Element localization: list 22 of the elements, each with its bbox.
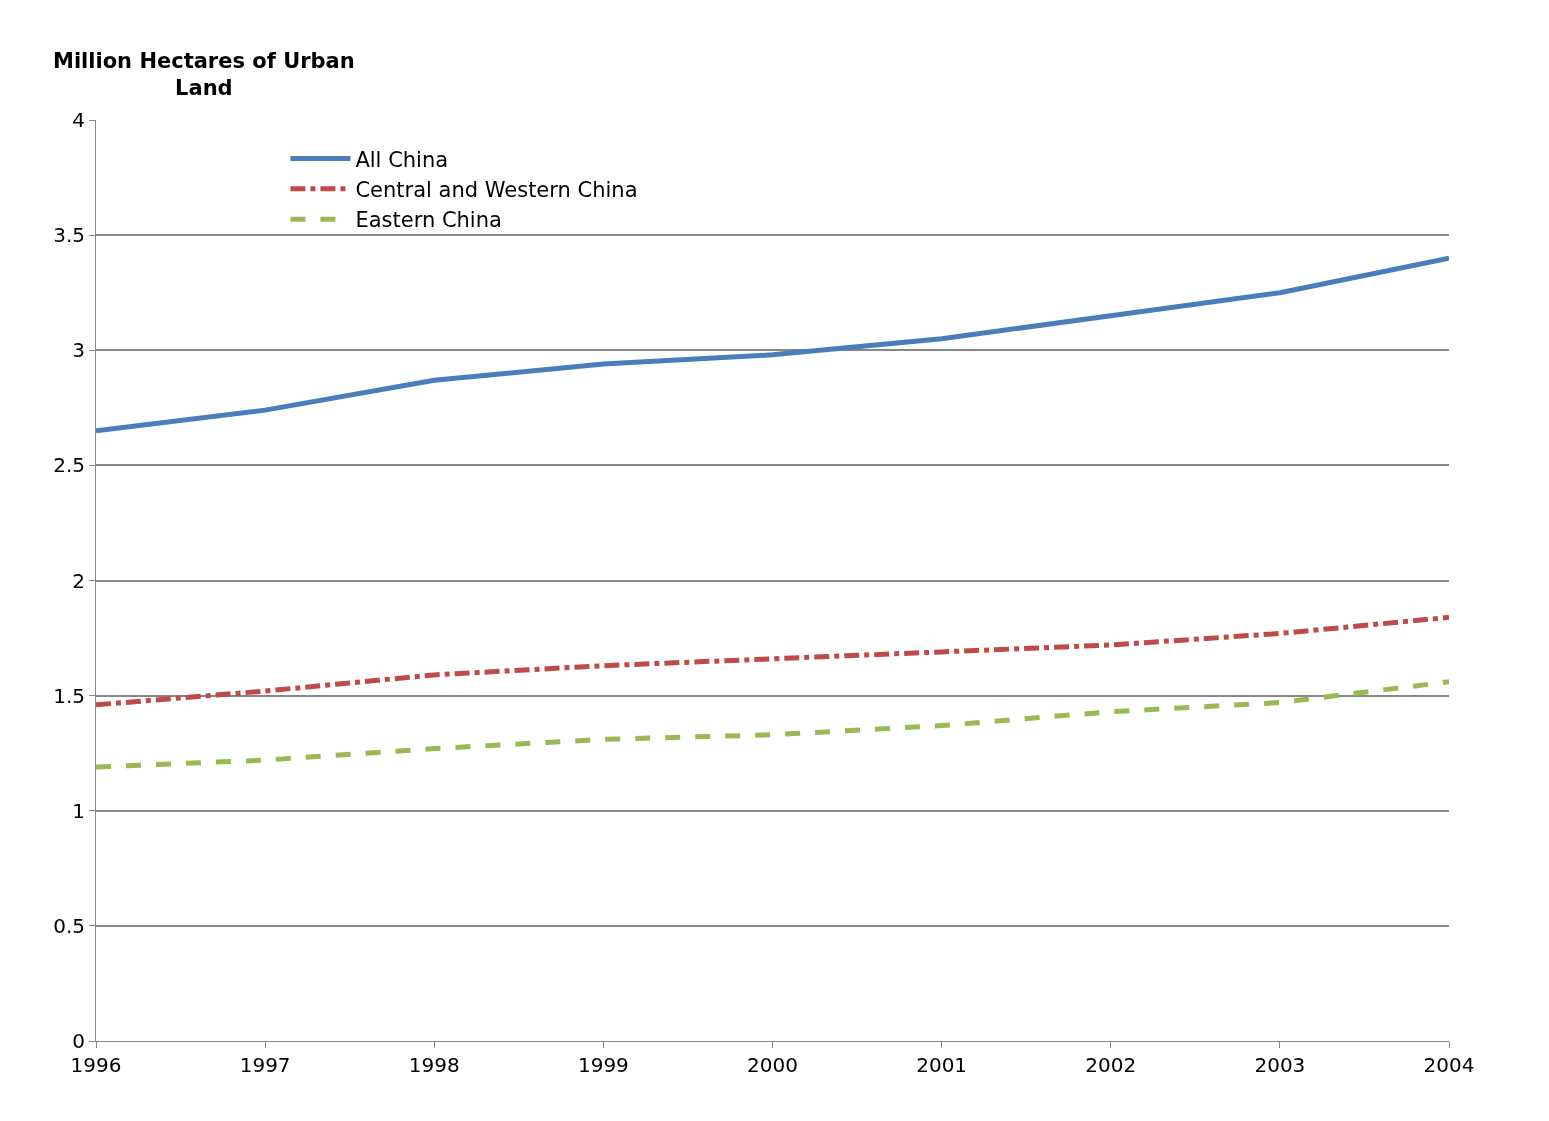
x-tick-label: 1997 (239, 1053, 291, 1077)
x-tick-label: 1999 (577, 1053, 629, 1077)
y-tick-label: 2.5 (53, 453, 85, 478)
y-tick-label: 1.5 (53, 683, 85, 708)
x-tick-label: 2002 (1085, 1053, 1137, 1077)
x-tick-label: 2001 (916, 1053, 968, 1077)
y-tick-label: 1 (72, 798, 85, 823)
y-tick-label: 4 (72, 108, 85, 132)
x-tick-label: 2004 (1423, 1053, 1475, 1077)
legend-label: Central and Western China (355, 178, 638, 203)
y-tick-label: 3.5 (53, 223, 85, 248)
x-tick-label: 2003 (1254, 1053, 1306, 1077)
x-tick-label: 1996 (70, 1053, 122, 1077)
y-tick-label: 2 (72, 568, 85, 593)
legend-label: Eastern China (355, 208, 502, 233)
x-tick-label: 2000 (747, 1053, 798, 1077)
y-tick-label: 3 (72, 338, 85, 363)
legend-label: All China (355, 147, 449, 172)
y-axis-title: Million Hectares of Urban Land (53, 49, 355, 101)
y-tick-label: 0 (72, 1029, 85, 1053)
y-tick-label: 0.5 (53, 913, 85, 938)
x-tick-label: 1998 (408, 1053, 460, 1077)
